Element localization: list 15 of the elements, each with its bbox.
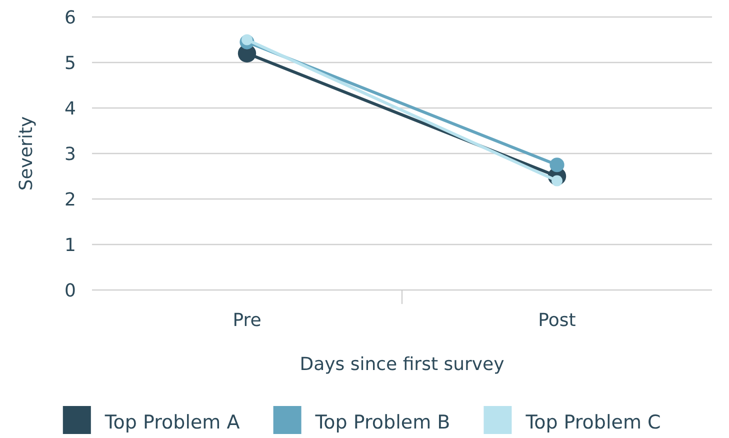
legend-label: Top Problem B (314, 412, 450, 434)
x-tick-label: Post (538, 310, 576, 331)
y-tick-label: 1 (64, 234, 76, 256)
y-tick-label: 3 (64, 144, 76, 165)
y-tick-label: 4 (64, 98, 76, 120)
y-tick-label: 5 (64, 52, 76, 74)
point (550, 158, 564, 172)
x-axis-title: Days since first survey (300, 354, 505, 375)
legend-label: Top Problem A (104, 412, 240, 434)
y-tick-label: 2 (64, 189, 76, 210)
x-tick-label: Pre (232, 310, 262, 331)
y-axis-title: Severity (16, 116, 37, 191)
y-tick-label: 6 (64, 7, 76, 28)
y-tick-label: 0 (64, 280, 76, 302)
legend-label: Top Problem C (524, 412, 661, 434)
